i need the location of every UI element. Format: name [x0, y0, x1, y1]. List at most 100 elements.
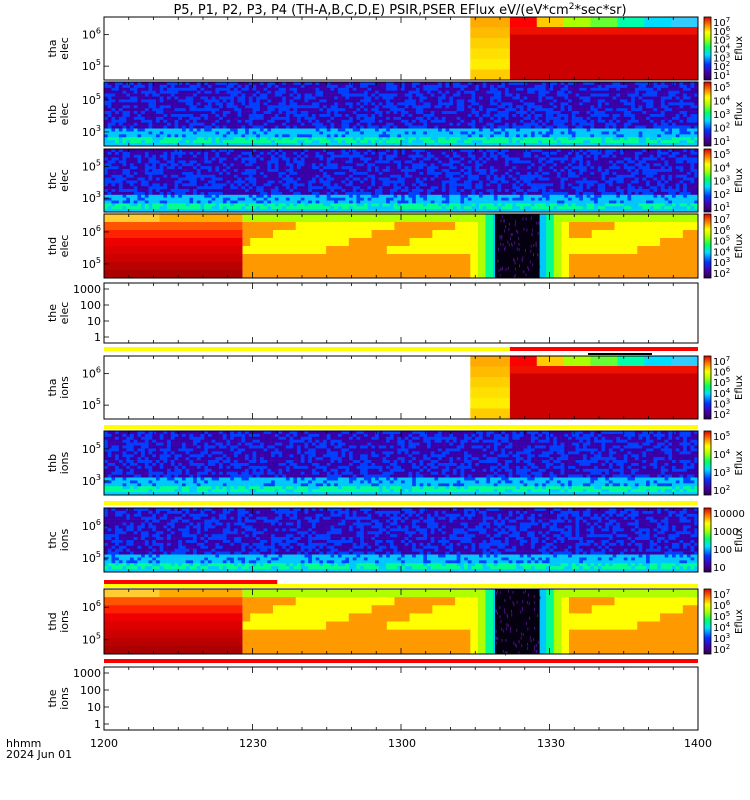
- colorbar-tick: 103: [713, 108, 730, 121]
- colorbar-tick: 103: [713, 632, 730, 645]
- colorbar-label: Eflux: [734, 375, 745, 400]
- colorbar-label: Eflux: [734, 36, 745, 61]
- y-tick-label: 105: [82, 550, 101, 565]
- mode-bar-segment: [104, 347, 510, 351]
- panels-group: 106105thaelec107106105104103102101Eflux1…: [46, 16, 745, 731]
- y-tick-label: 105: [82, 159, 101, 174]
- date-label: 2024 Jun 01: [6, 748, 72, 761]
- y-tick-label: 1000: [73, 283, 101, 296]
- panel-thb_ions: 105 103 thbions 105 104 103 102 Eflux: [46, 430, 745, 497]
- y-tick-label: 105: [82, 58, 101, 73]
- panel-thc_ions: 106 105 thcions 10000 1000 100 10 Eflux: [46, 507, 745, 574]
- colorbar-label: Eflux: [734, 527, 745, 552]
- colorbar-tick: 102: [713, 643, 730, 656]
- colorbar-tick: 10: [713, 563, 726, 574]
- colorbar: [703, 81, 712, 147]
- colorbar-tick: 100: [713, 545, 732, 556]
- y-tick-label: 103: [82, 473, 101, 488]
- colorbar-tick: 103: [713, 256, 730, 269]
- panel-the_elec: 1000 100 10 1 theelec: [46, 282, 699, 344]
- panel-label: thbions: [46, 451, 71, 474]
- y-tick-label: 106: [82, 518, 101, 533]
- y-tick-label: 103: [82, 190, 101, 205]
- colorbar-tick: 102: [713, 484, 730, 497]
- y-tick-label: 105: [82, 256, 101, 271]
- mode-bar-segment: [104, 659, 698, 663]
- y-tick-label: 1: [94, 718, 101, 731]
- colorbar: [703, 16, 712, 81]
- y-tick-label: 1000: [73, 667, 101, 680]
- panel-label: thaelec: [46, 37, 71, 60]
- colorbar-tick: 1000: [713, 527, 738, 538]
- colorbar-tick: 106: [713, 25, 731, 38]
- mode-bar-segment: [104, 501, 698, 505]
- colorbar-tick: 107: [713, 213, 730, 226]
- colorbar-tick: 105: [713, 81, 730, 94]
- colorbar-tick: 102: [713, 188, 730, 201]
- y-tick-label: 103: [82, 124, 101, 139]
- y-tick-label: 106: [82, 366, 101, 381]
- colorbar-tick: 103: [713, 397, 730, 410]
- y-tick-label: 106: [82, 224, 101, 239]
- colorbar-tick: 105: [713, 34, 730, 47]
- colorbar: [703, 430, 712, 496]
- colorbar-tick: 101: [713, 69, 730, 82]
- colorbar: [703, 213, 712, 279]
- panel-label: thcions: [46, 528, 71, 551]
- time-tick-1400: 1400: [684, 737, 712, 750]
- colorbar-tick: 104: [713, 245, 731, 258]
- panel-the_ions: 1000 100 10 1 theions: [46, 666, 699, 731]
- colorbar-tick: 105: [713, 235, 730, 248]
- colorbar-label: Eflux: [734, 168, 745, 193]
- colorbar-label: Eflux: [734, 450, 745, 475]
- y-tick-label: 10: [87, 315, 101, 328]
- colorbar-tick: 102: [713, 267, 730, 280]
- colorbar-tick: 105: [713, 148, 730, 161]
- y-tick-label: 105: [82, 397, 101, 412]
- figure-title: P5, P1, P2, P3, P4 (TH-A,B,C,D,E) PSIR,P…: [173, 2, 626, 18]
- mode-bar-segment: [104, 580, 278, 584]
- colorbar-tick: 101: [713, 201, 730, 214]
- y-tick-label: 1: [94, 331, 101, 344]
- colorbar-tick: 105: [713, 430, 730, 443]
- colorbar-tick: 107: [713, 355, 730, 368]
- colorbar-tick: 104: [713, 43, 731, 56]
- mode-mark: [588, 353, 652, 355]
- time-tick-1330: 1330: [537, 737, 565, 750]
- time-tick-1230: 1230: [239, 737, 267, 750]
- mode-bars-group: [104, 347, 698, 663]
- y-tick-label: 100: [80, 299, 101, 312]
- panel-label: thcelec: [46, 169, 71, 192]
- colorbar-tick: 104: [713, 448, 731, 461]
- panel-label: thaions: [46, 376, 71, 399]
- time-tick-1300: 1300: [388, 737, 416, 750]
- colorbar-label: Eflux: [734, 609, 745, 634]
- colorbar: [703, 588, 712, 655]
- colorbar-label: Eflux: [734, 101, 745, 126]
- y-tick-label: 105: [82, 632, 101, 647]
- colorbar-tick: 102: [713, 122, 730, 135]
- colorbar-tick: 103: [713, 51, 730, 64]
- time-axis-label: hhmm: [6, 737, 41, 750]
- mode-bar-segment: [509, 347, 698, 351]
- colorbar-tick: 105: [713, 610, 730, 623]
- panel-label: thdelec: [46, 235, 71, 258]
- colorbar-tick: 106: [713, 224, 731, 237]
- colorbar-tick: 104: [713, 387, 731, 400]
- panel-label: theelec: [46, 302, 71, 325]
- colorbar-tick: 10000: [713, 509, 745, 520]
- colorbar-tick: 107: [713, 588, 730, 601]
- colorbar-tick: 105: [713, 376, 730, 389]
- y-tick-label: 105: [82, 92, 101, 107]
- colorbar-tick: 106: [713, 599, 731, 612]
- y-tick-label: 106: [82, 27, 101, 42]
- colorbar-tick: 103: [713, 466, 730, 479]
